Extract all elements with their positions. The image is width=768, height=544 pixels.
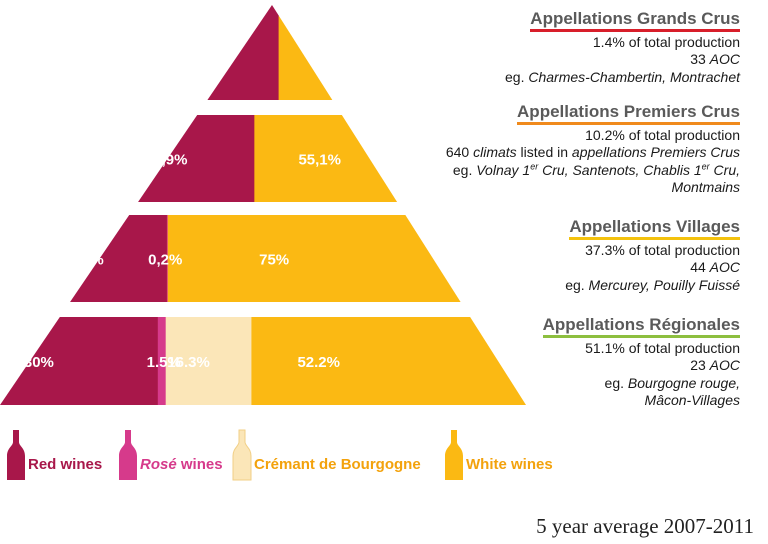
red-bottle-icon [7,430,25,480]
legend-label: White wines [466,456,553,473]
pyramid-chart: 57% 43% 44,9% 55,1% 24,8% 0,2% 75% 30% 1.5%16.3%… [0,5,526,405]
data-label-red-tier-1: 44,9% [145,152,188,169]
tier-aoc-count: 33 AOC [690,51,740,67]
info-regionales: Appellations Régionales 51.1% of total p… [542,316,740,410]
tier-aoc-count: 44 AOC [690,259,740,275]
data-label-white-tier-1: 55,1% [298,152,341,169]
legend-label: Red wines [28,456,103,473]
legend-label: Crémant de Bourgogne [254,456,421,473]
period-note: 5 year average 2007-2011 [536,514,754,538]
tier-example: eg. Volnay 1er Cru, Santenots, Chablis 1… [452,160,740,178]
data-label-rose-tier-3: 1.5% [147,354,181,371]
data-label-cremant-tier-3: 16.3% [167,354,210,371]
white-bottle-icon [445,430,463,480]
tier-example-cont: Mâcon-Villages [644,392,740,408]
rose-bottle-icon [119,430,137,480]
data-label-white-tier-3: 52.2% [297,354,340,371]
tier-climats: 640 climats listed in appellations Premi… [445,144,740,160]
tier-title: Appellations Villages [569,218,740,240]
info-villages: Appellations Villages 37.3% of total pro… [565,218,740,294]
cremant-bottle-icon [232,429,252,481]
data-label-rose-tier-2: 0,2% [148,252,182,269]
info-premiers-crus: Appellations Premiers Crus 10.2% of tota… [446,103,740,197]
tier-production: 51.1% of total production [585,339,740,356]
tier-title: Appellations Premiers Crus [517,103,740,125]
tier-production: 1.4% of total production [592,33,740,50]
tier-title: Appellations Grands Crus [530,10,740,32]
data-label-red-tier-3: 30% [24,354,54,371]
bar-white-tier-3 [251,317,526,405]
data-label-white-tier-2: 75% [259,252,289,269]
legend-label: Rosé wines [140,456,223,473]
bar-cremant-tier-3 [165,317,252,405]
bar-rose-tier-3 [157,317,167,405]
tier-example-cont: Montmains [671,179,740,195]
data-label-red-tier-0: 57% [206,46,236,63]
info-grands-crus: Appellations Grands Crus 1.4% of total p… [505,10,740,86]
tier-title: Appellations Régionales [542,316,740,338]
tier-example: eg. Bourgogne rouge, [604,374,740,391]
tier-production: 37.3% of total production [585,241,740,258]
tier-example: eg. Mercurey, Pouilly Fuissé [565,276,740,293]
tier-aoc-count: 23 AOC [690,357,740,373]
data-label-white-tier-0: 43% [304,46,334,63]
data-label-red-tier-2: 24,8% [61,252,104,269]
tier-production: 10.2% of total production [585,126,740,143]
legend: Red wines Rosé wines Crémant de Bourgogn… [0,428,600,488]
tier-example: eg. Charmes-Chambertin, Montrachet [505,68,740,85]
bar-white-tier-2 [167,215,461,302]
bar-rose-tier-2 [166,215,169,302]
